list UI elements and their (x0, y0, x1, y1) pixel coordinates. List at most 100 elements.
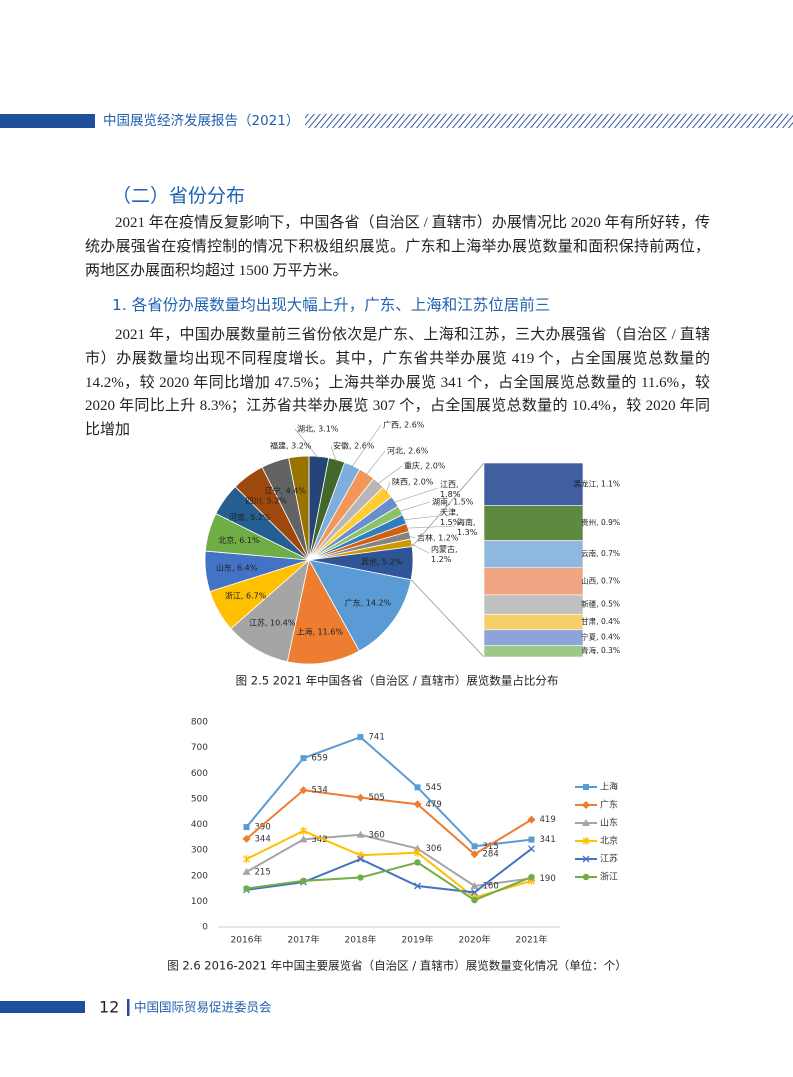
series-line (245, 735, 532, 848)
marker (470, 882, 479, 889)
data-label: 360 (369, 830, 385, 840)
data-label: 390 (255, 823, 271, 833)
pie-label: 北京, 6.1% (218, 535, 260, 545)
breakdown-segment (483, 645, 584, 658)
pie-label: 湖南, 1.5% (432, 497, 474, 507)
marker (527, 815, 536, 824)
legend-label: 江苏 (600, 853, 618, 865)
paragraph: 2021 年在疫情反复影响下，中国各省（自治区 / 直辖市）办展情况比 2020… (85, 215, 710, 279)
paragraph: 2021 年，中国办展数量前三省份依次是广东、上海和江苏，三大办展强省（自治区 … (85, 327, 710, 439)
marker (299, 835, 308, 843)
leader-line (377, 465, 403, 485)
legend-label: 山东 (600, 817, 618, 829)
marker (357, 734, 364, 741)
pie-label: 河南, 5.2% (229, 512, 271, 522)
footer-publisher: 中国国际贸易促进委员会 (134, 1000, 272, 1015)
marker (300, 877, 307, 885)
y-tick-label: 500 (191, 794, 208, 804)
leader-line (365, 450, 386, 476)
marker (242, 867, 251, 875)
series-line (246, 848, 533, 894)
y-tick-label: 100 (191, 897, 208, 907)
y-tick-label: 300 (191, 846, 208, 856)
leader-line (385, 481, 391, 494)
breakdown-label: 新疆, 0.5% (581, 599, 620, 609)
pie-label: 内蒙古, 1.2% (431, 544, 458, 564)
figure-caption: 图 2.6 2016-2021 年中国主要展览省（自治区 / 直辖市）展览数量变… (167, 959, 627, 973)
series-line (245, 789, 533, 856)
marker (414, 859, 421, 866)
pie-label: 吉林, 1.2% (417, 533, 459, 543)
pie-label: 天津, 1.5% (440, 507, 461, 527)
marker (300, 826, 307, 835)
legend-marker (582, 855, 590, 863)
connector-line (411, 462, 485, 547)
data-label: 545 (426, 783, 442, 793)
pie-label: 海南, 1.3% (457, 517, 478, 537)
breakdown-label: 青海, 0.3% (581, 645, 620, 655)
breakdown-segment (483, 540, 584, 569)
y-tick-label: 700 (191, 743, 208, 753)
legend-label: 北京 (600, 835, 618, 847)
data-label: 419 (540, 815, 556, 825)
breakdown-segment (483, 629, 584, 646)
leader-line (351, 424, 382, 468)
x-tick-label: 2019年 (402, 934, 434, 946)
y-tick-label: 800 (191, 718, 208, 728)
figure-caption: 图 2.5 2021 年中国各省（自治区 / 直辖市）展览数量占比分布 (236, 674, 559, 688)
y-tick-label: 200 (191, 871, 208, 881)
data-label: 344 (255, 834, 271, 844)
footer-divider (127, 999, 130, 1016)
marker (356, 830, 365, 838)
pie-label: 福建, 3.2% (270, 441, 312, 451)
breakdown-segment (483, 505, 584, 541)
data-label: 190 (540, 874, 556, 884)
data-label: 505 (369, 793, 385, 803)
legend-marker (582, 873, 590, 881)
connector-line (410, 579, 485, 658)
leader-line (409, 542, 430, 554)
legend-marker (582, 819, 590, 826)
leader-line (407, 535, 416, 539)
header-bar (0, 114, 95, 128)
x-tick-label: 2017年 (288, 934, 320, 946)
leader-line (393, 487, 439, 503)
data-label: 342 (312, 835, 328, 845)
header-title: 中国展览经济发展报告（2021） (103, 113, 299, 129)
legend-label: 上海 (600, 781, 618, 793)
breakdown-segment (483, 614, 584, 631)
breakdown-label: 山西, 0.7% (581, 575, 620, 585)
pie-label: 江苏, 10.4% (249, 617, 296, 627)
marker (243, 885, 250, 892)
data-label: 215 (255, 867, 271, 877)
leader-line (405, 525, 456, 529)
breakdown-label: 黑龙江, 1.1% (574, 478, 620, 488)
section-title: （二）省份分布 (112, 185, 246, 207)
pie-label: 上海, 11.6% (296, 627, 343, 637)
marker (299, 786, 308, 795)
pie-label: 重庆, 2.0% (404, 461, 446, 471)
pie-label: 其他, 5.2% (361, 557, 403, 567)
header-hatch (305, 114, 793, 128)
data-label: 284 (483, 850, 499, 860)
x-tick-label: 2020年 (459, 934, 491, 946)
breakdown-label: 宁夏, 0.4% (581, 632, 620, 642)
y-tick-label: 0 (202, 923, 208, 933)
marker (471, 843, 478, 850)
leader-line (402, 515, 439, 521)
footer-bar (0, 1001, 85, 1013)
pie-slice (286, 558, 360, 665)
legend-label: 广东 (600, 799, 618, 811)
pie-label: 四川, 5.2% (245, 497, 287, 506)
pie-label: 广西, 2.6% (383, 420, 425, 430)
marker (243, 855, 250, 864)
page-number: 12 (99, 998, 119, 1017)
pie-label: 河北, 2.6% (387, 446, 429, 456)
pie-label: 安徽, 2.6% (333, 441, 375, 451)
marker (414, 784, 421, 791)
breakdown-segment (483, 594, 584, 615)
marker (528, 873, 535, 881)
marker (357, 874, 364, 881)
breakdown-label: 云南, 0.7% (581, 548, 620, 558)
